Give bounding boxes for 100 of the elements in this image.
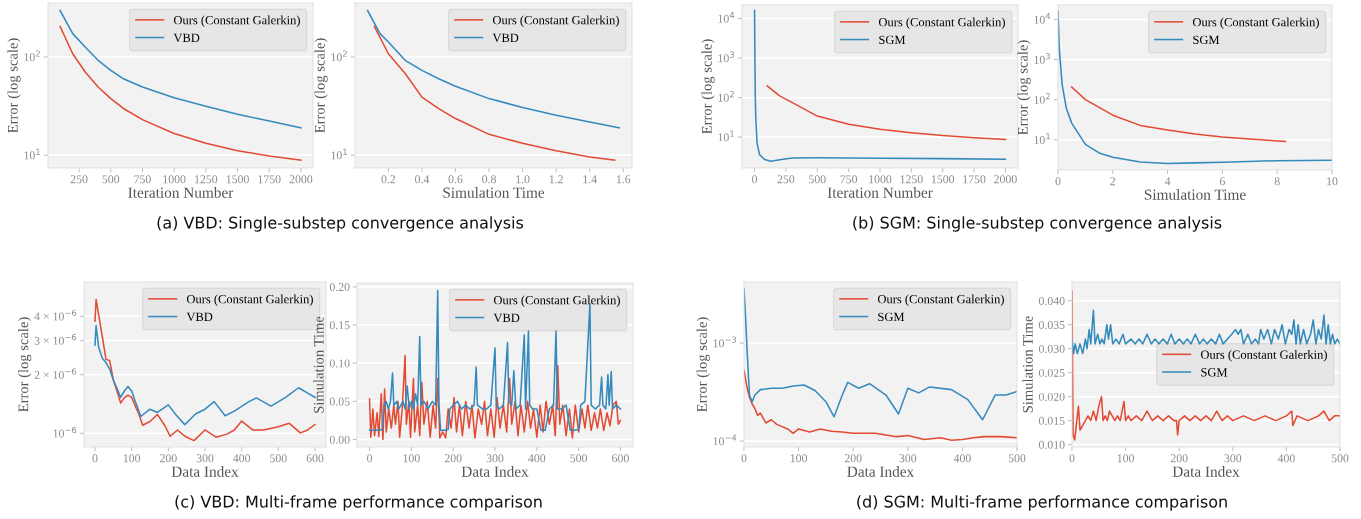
line-series <box>373 25 616 161</box>
x-tick-label: 200 <box>160 454 177 463</box>
x-tick-label: 300 <box>899 454 917 463</box>
y-tick-label: 10$^{1}$ <box>331 148 347 160</box>
legend-label: VBD <box>186 312 213 322</box>
legend-label: SGM <box>1201 368 1228 377</box>
legend-label: SGM <box>1193 35 1220 45</box>
legend-label: Ours (Constant Galerkin) <box>878 17 1005 29</box>
x-tick-label: 1250 <box>900 175 923 184</box>
x-tick-label: 400 <box>233 454 251 463</box>
y-tick-label: 10$^{−6}$ <box>53 426 77 438</box>
x-tick-label: 600 <box>612 454 629 463</box>
x-tick-label: 100 <box>1117 454 1134 463</box>
x-tick-label: 1000 <box>163 175 186 184</box>
y-tick-label: 0.010 <box>1038 440 1065 449</box>
y-tick-label: 0.025 <box>1038 368 1065 377</box>
x-tick-label: 0.4 <box>415 175 430 184</box>
y-tick-label: 10$^{3}$ <box>718 51 734 63</box>
x-tick-label: 1750 <box>963 175 986 184</box>
x-tick-label: 10 <box>1327 177 1338 186</box>
legend-label: VBD <box>173 33 200 43</box>
legend-label: Ours (Constant Galerkin) <box>186 294 313 306</box>
line-series <box>1070 86 1287 143</box>
x-tick-label: 1500 <box>226 175 249 184</box>
x-tick-label: 300 <box>196 454 214 463</box>
x-tick-label: 1500 <box>931 175 955 184</box>
x-tick-label: 0 <box>367 454 373 463</box>
line-series <box>368 354 622 441</box>
x-axis-title: Data Index <box>461 466 529 477</box>
x-axis-title: Data Index <box>171 466 239 477</box>
legend-label: Ours (Constant Galerkin) <box>173 15 300 27</box>
x-tick-label: 1000 <box>869 175 892 184</box>
y-axis-title: Error (log scale) <box>1017 40 1031 135</box>
y-tick-label: 10$^{1}$ <box>24 148 40 160</box>
x-tick-label: 1.6 <box>616 175 631 184</box>
line-series <box>59 25 302 161</box>
x-tick-label: 200 <box>1170 454 1188 463</box>
x-tick-label: 300 <box>486 454 504 463</box>
x-tick-label: 500 <box>1008 454 1026 463</box>
legend-label: VBD <box>493 313 520 323</box>
y-tick-label: 10$^{−3}$ <box>713 336 737 348</box>
y-tick-label: 0.030 <box>1038 344 1065 353</box>
y-tick-label: 0.00 <box>329 435 350 444</box>
x-tick-label: 100 <box>403 454 420 463</box>
y-tick-label: 10$^{2}$ <box>1034 93 1050 104</box>
x-tick-label: 300 <box>1224 454 1242 463</box>
x-tick-label: 1.4 <box>583 175 597 184</box>
y-tick-label: 0.10 <box>329 359 350 368</box>
legend-label: SGM <box>879 35 906 45</box>
x-tick-label: 500 <box>570 454 588 463</box>
text: (d) SGM: Multi-frame performance comparison <box>857 495 1227 511</box>
x-tick-label: 0.8 <box>482 175 496 184</box>
y-tick-label: 10$^{2}$ <box>331 50 347 62</box>
y-tick-label: 3 × 10$^{−6}$ <box>34 333 77 345</box>
y-axis-title: Error (log scale) <box>701 39 715 134</box>
y-axis-title: Error (log scale) <box>7 38 21 133</box>
x-tick-label: 2000 <box>994 175 1017 184</box>
legend-label: Ours (Constant Galerkin) <box>492 15 619 27</box>
x-tick-label: 0.6 <box>448 175 463 184</box>
legend-label: Ours (Constant Galerkin) <box>1192 17 1319 29</box>
x-tick-label: 250 <box>777 175 795 184</box>
x-tick-label: 1750 <box>258 175 281 184</box>
x-tick-label: 400 <box>953 454 971 463</box>
y-tick-label: 10$^{1}$ <box>718 130 734 142</box>
y-tick-label: 10$^{−4}$ <box>713 434 737 446</box>
x-tick-label: 500 <box>102 175 120 184</box>
line-series <box>766 85 1007 141</box>
x-tick-label: 0 <box>741 454 747 463</box>
legend-label: Ours (Constant Galerkin) <box>1200 350 1327 362</box>
line-series <box>753 9 1007 162</box>
x-tick-label: 200 <box>444 454 462 463</box>
y-tick-label: 10$^{4}$ <box>718 12 735 23</box>
x-tick-label: 500 <box>1331 454 1349 463</box>
x-tick-label: 0.2 <box>381 175 396 184</box>
y-axis-title: Simulation Time <box>313 316 324 413</box>
y-tick-label: 2 × 10$^{−6}$ <box>34 368 77 379</box>
y-tick-label: 0.05 <box>329 397 350 406</box>
x-tick-label: 600 <box>306 454 324 463</box>
x-tick-label: 0 <box>1069 454 1075 463</box>
y-tick-label: 0.035 <box>1038 320 1065 329</box>
legend-label: SGM <box>878 312 905 322</box>
y-tick-label: 0.015 <box>1038 416 1065 425</box>
x-tick-label: 1.2 <box>549 175 563 184</box>
legend-label: Ours (Constant Galerkin) <box>493 295 620 307</box>
x-tick-label: 2000 <box>289 175 313 184</box>
line-series <box>59 9 302 129</box>
x-axis-title: Simulation Time <box>1144 189 1246 200</box>
line-series <box>366 9 621 129</box>
x-tick-label: 500 <box>809 175 826 184</box>
x-axis-title: Data Index <box>847 466 915 477</box>
legend-label: VBD <box>492 33 519 43</box>
x-tick-label: 400 <box>528 454 546 463</box>
y-tick-label: 0.020 <box>1038 392 1065 401</box>
y-axis-title: Error (log scale) <box>696 317 710 412</box>
x-axis-title: Iteration Number <box>827 187 933 198</box>
y-tick-label: 10$^{2}$ <box>24 50 40 62</box>
x-tick-label: 750 <box>840 175 858 184</box>
x-tick-label: 250 <box>70 175 88 184</box>
y-tick-label: 10$^{2}$ <box>718 90 734 102</box>
legend-label: Ours (Constant Galerkin) <box>877 294 1004 306</box>
